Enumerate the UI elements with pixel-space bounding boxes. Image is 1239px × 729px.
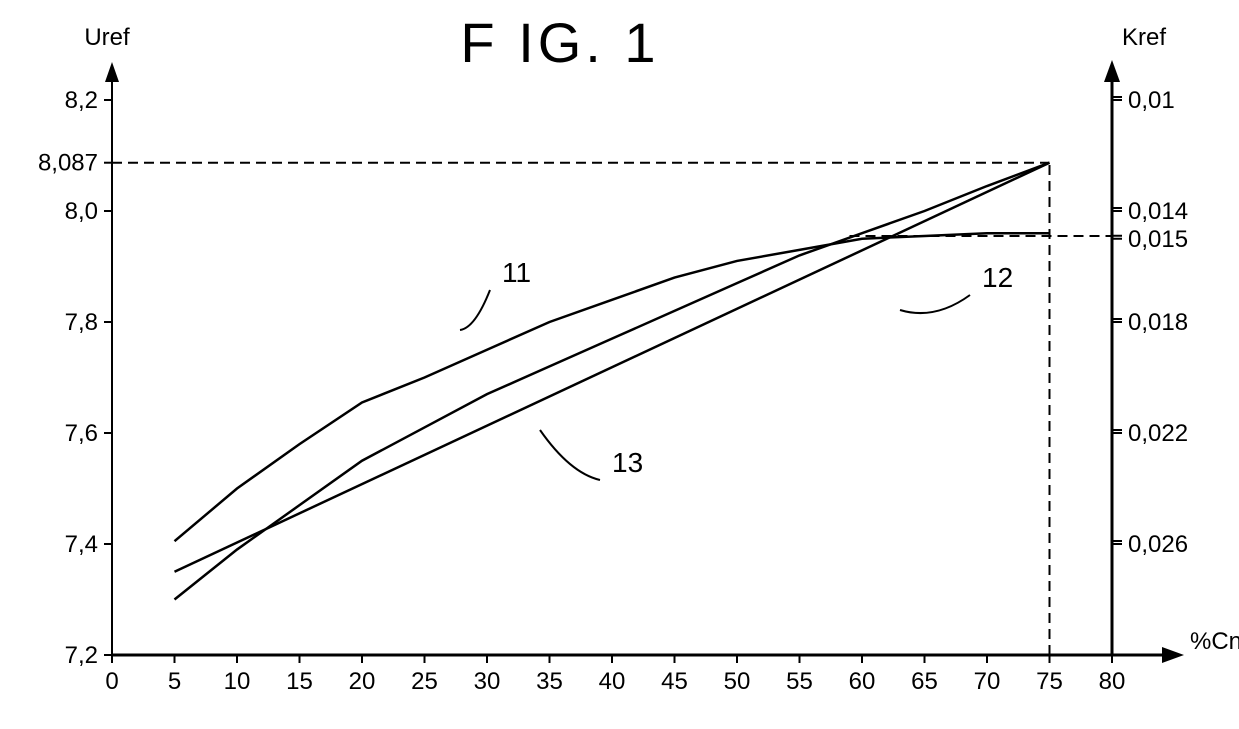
x-tick-label: 80 [1099, 668, 1126, 695]
x-tick-label: 35 [536, 668, 563, 695]
figure-1-chart: F IG. 1 Uref 7,2 7,4 7,6 7,8 8,0 8,087 8,2 Kref 0,… [0, 0, 1239, 729]
callout-leader-11 [460, 290, 490, 330]
callout-leader-12 [900, 295, 970, 313]
left-tick-label: 8,0 [65, 198, 98, 225]
x-tick-label: 5 [168, 668, 181, 695]
x-tick-label: 45 [661, 668, 688, 695]
right-tick-label: 0,015 [1128, 226, 1188, 253]
callout-label-13: 13 [612, 447, 643, 478]
series-11 [175, 233, 1050, 541]
right-tick-label: 0,014 [1128, 198, 1188, 225]
x-tick-label: 15 [286, 668, 313, 695]
left-axis-arrow [105, 62, 119, 82]
left-tick-label: 7,4 [65, 531, 98, 558]
callout-label-11: 11 [502, 257, 531, 288]
left-tick-label: 8,2 [65, 87, 98, 114]
x-tick-label: 65 [911, 668, 938, 695]
x-tick-label: 50 [724, 668, 751, 695]
right-tick-label: 0,018 [1128, 309, 1188, 336]
right-axis-label: Kref [1122, 24, 1166, 51]
callout-leader-13 [540, 430, 600, 480]
left-axis-label: Uref [84, 24, 130, 51]
right-tick-label: 0,026 [1128, 531, 1188, 558]
series-12 [175, 163, 1050, 600]
x-tick-label: 40 [599, 668, 626, 695]
x-axis-arrow [1162, 647, 1184, 663]
right-tick-label: 0,022 [1128, 420, 1188, 447]
x-axis-label: %Cn [1190, 628, 1239, 655]
left-tick-label: 7,2 [65, 642, 98, 669]
x-tick-label: 25 [411, 668, 438, 695]
x-tick-label: 20 [349, 668, 376, 695]
left-tick-label: 7,8 [65, 309, 98, 336]
callout-label-12: 12 [982, 262, 1013, 293]
x-tick-label: 70 [974, 668, 1001, 695]
left-tick-label: 7,6 [65, 420, 98, 447]
series-13 [175, 163, 1050, 572]
left-tick-label: 8,087 [38, 150, 98, 177]
chart-title: F IG. 1 [460, 11, 659, 74]
right-axis-arrow [1104, 60, 1120, 82]
x-tick-label: 55 [786, 668, 813, 695]
x-tick-label: 30 [474, 668, 501, 695]
x-tick-label: 0 [105, 668, 118, 695]
chart-svg: F IG. 1 Uref 7,2 7,4 7,6 7,8 8,0 8,087 8,2 Kref 0,… [0, 0, 1239, 729]
right-tick-label: 0,01 [1128, 87, 1175, 114]
x-tick-label: 10 [224, 668, 251, 695]
x-tick-label: 75 [1036, 668, 1063, 695]
x-tick-label: 60 [849, 668, 876, 695]
